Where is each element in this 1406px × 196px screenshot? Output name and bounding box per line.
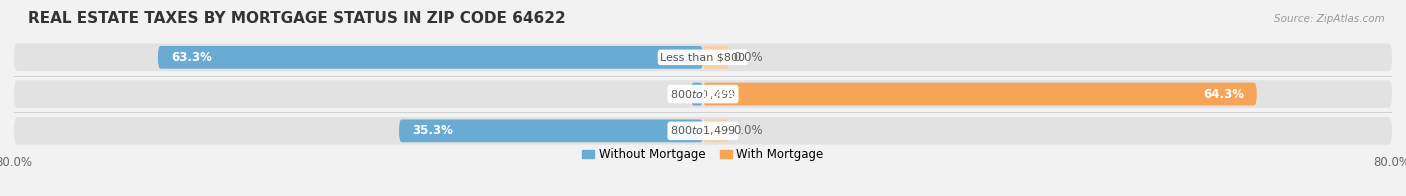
Text: 64.3%: 64.3% <box>1202 88 1244 101</box>
FancyBboxPatch shape <box>703 83 1257 105</box>
Text: 1.4%: 1.4% <box>704 88 737 101</box>
FancyBboxPatch shape <box>14 117 1392 145</box>
FancyBboxPatch shape <box>399 119 703 142</box>
FancyBboxPatch shape <box>703 119 728 142</box>
Text: $800 to $1,499: $800 to $1,499 <box>671 124 735 137</box>
FancyBboxPatch shape <box>14 80 1392 108</box>
FancyBboxPatch shape <box>703 46 728 69</box>
FancyBboxPatch shape <box>690 83 703 105</box>
FancyBboxPatch shape <box>14 44 1392 71</box>
Text: Less than $800: Less than $800 <box>661 52 745 62</box>
FancyBboxPatch shape <box>157 46 703 69</box>
Legend: Without Mortgage, With Mortgage: Without Mortgage, With Mortgage <box>582 148 824 161</box>
Text: 63.3%: 63.3% <box>170 51 212 64</box>
Text: $800 to $1,499: $800 to $1,499 <box>671 88 735 101</box>
Text: 0.0%: 0.0% <box>733 124 763 137</box>
Text: Source: ZipAtlas.com: Source: ZipAtlas.com <box>1274 14 1385 24</box>
Text: 35.3%: 35.3% <box>412 124 453 137</box>
Text: 0.0%: 0.0% <box>733 51 763 64</box>
Text: REAL ESTATE TAXES BY MORTGAGE STATUS IN ZIP CODE 64622: REAL ESTATE TAXES BY MORTGAGE STATUS IN … <box>28 11 565 26</box>
